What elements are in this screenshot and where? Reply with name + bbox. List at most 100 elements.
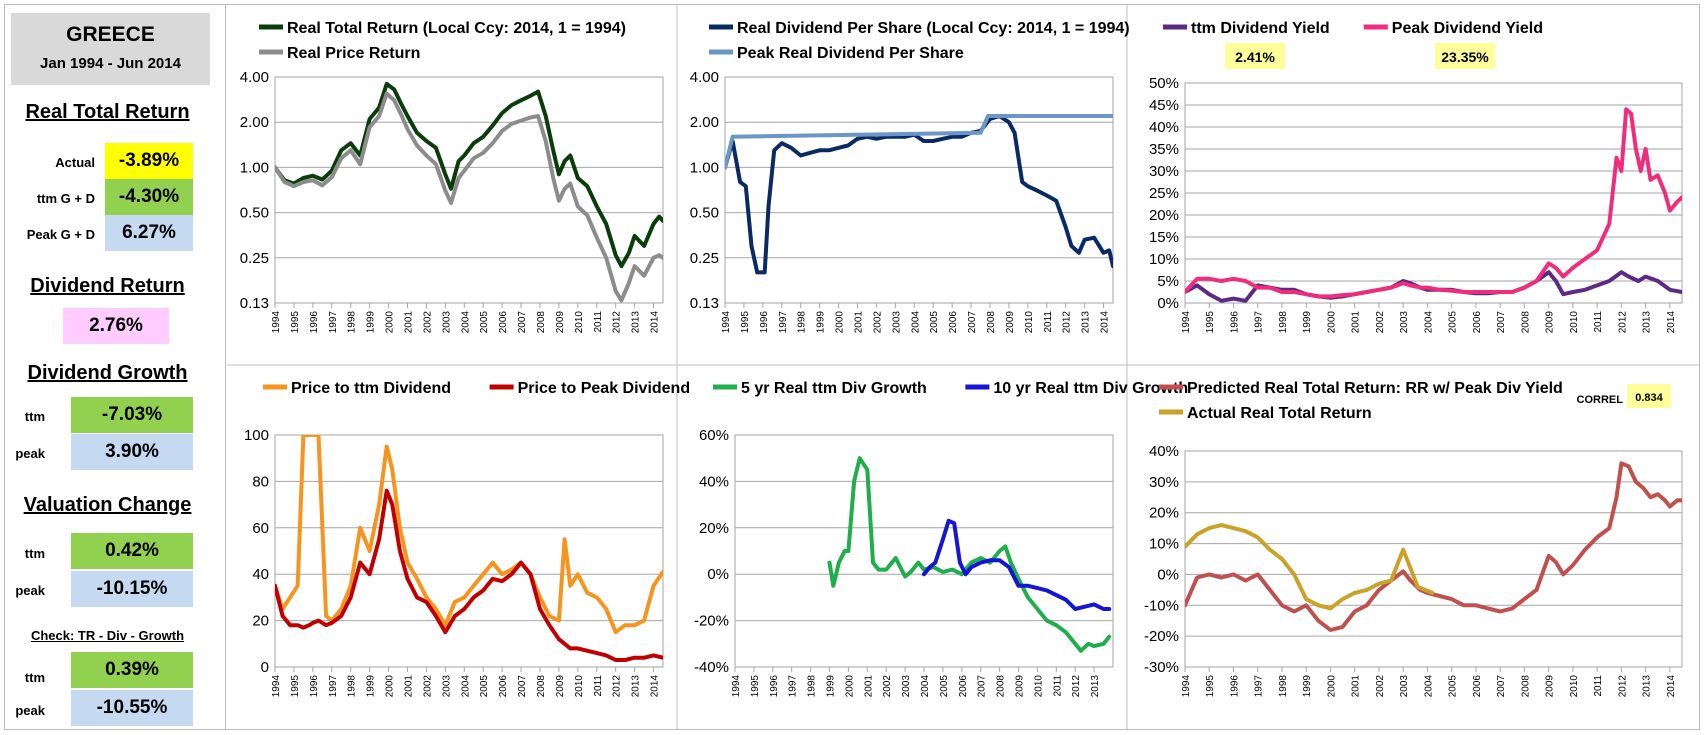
y-tick-label: 45% <box>1149 97 1179 114</box>
x-tick-label: 2011 <box>593 311 604 333</box>
y-tick-label: 4.00 <box>240 69 269 86</box>
x-tick-label: 2011 <box>1593 675 1604 697</box>
x-tick-label: 2010 <box>1024 311 1035 334</box>
x-tick-label: 2012 <box>1617 311 1628 334</box>
x-tick-label: 1999 <box>816 311 827 334</box>
legend-label: Price to ttm Dividend <box>291 380 451 397</box>
dividend-return-value: 2.76% <box>63 308 169 344</box>
x-tick-label: 2003 <box>1399 675 1410 698</box>
y-tick-label: 15% <box>1149 229 1179 246</box>
x-tick-label: 1994 <box>271 675 282 698</box>
yield-annotation-1: 2.41% <box>1225 43 1285 69</box>
check-ttm-value: 0.39% <box>71 652 193 688</box>
y-tick-label: -10% <box>1144 597 1179 614</box>
x-tick-label: 1995 <box>1205 675 1216 698</box>
legend-label: Actual Real Total Return <box>1187 405 1372 422</box>
y-tick-label: 0% <box>1157 566 1179 583</box>
x-tick-label: 1996 <box>1229 675 1240 698</box>
x-tick-label: 2013 <box>631 311 642 334</box>
x-tick-label: 1996 <box>309 311 320 334</box>
y-tick-label: -40% <box>694 659 729 676</box>
x-tick-label: 2005 <box>479 311 490 334</box>
y-tick-label: 0.50 <box>690 205 719 222</box>
x-tick-label: 2009 <box>1015 675 1026 698</box>
series-line-2 <box>725 114 1113 170</box>
y-tick-label: 40% <box>1149 443 1179 460</box>
x-tick-label: 1995 <box>1205 311 1216 334</box>
legend-item-1: Real Dividend Per Share (Local Ccy: 2014… <box>709 20 1130 37</box>
y-tick-label: 60% <box>699 427 729 444</box>
x-tick-label: 2010 <box>574 311 585 334</box>
x-tick-label: 2008 <box>1520 675 1531 698</box>
x-tick-label: 2002 <box>882 675 893 698</box>
x-tick-label: 2009 <box>1545 675 1556 698</box>
x-tick-label: 2010 <box>1569 311 1580 334</box>
x-tick-label: 2007 <box>967 311 978 334</box>
x-tick-label: 1996 <box>1229 311 1240 334</box>
correl-value: 0.834 <box>1635 392 1663 404</box>
legend-label: Real Dividend Per Share (Local Ccy: 2014… <box>737 20 1130 37</box>
series-line-1 <box>827 456 1112 653</box>
y-tick-label: 10% <box>1149 536 1179 553</box>
x-tick-label: 2012 <box>612 675 623 698</box>
legend-label: Predicted Real Total Return: RR w/ Peak … <box>1187 380 1563 397</box>
y-tick-label: 2.00 <box>690 114 719 131</box>
x-tick-label: 2002 <box>872 311 883 334</box>
valuation-change-heading: Valuation Change <box>23 494 192 516</box>
x-tick-label: 1999 <box>366 675 377 698</box>
legend-item-2: Peak Real Dividend Per Share <box>709 45 964 62</box>
check-ttm-label: ttm <box>24 670 45 685</box>
y-tick-label: 60 <box>252 520 269 537</box>
x-tick-label: 2010 <box>574 675 585 698</box>
x-tick-label: 2005 <box>1448 311 1459 334</box>
x-tick-label: 1999 <box>1302 311 1313 334</box>
x-tick-label: 2003 <box>441 675 452 698</box>
plot-area <box>1184 450 1683 668</box>
annotation-value: 23.35% <box>1441 49 1489 65</box>
legend-item-1: 5 yr Real ttm Div Growth <box>713 380 927 397</box>
x-tick-label: 2001 <box>853 311 864 334</box>
legend-label: Peak Real Dividend Per Share <box>737 45 964 62</box>
x-tick-label: 2005 <box>939 675 950 698</box>
x-tick-label: 2007 <box>517 675 528 698</box>
x-tick-label: 2000 <box>835 311 846 334</box>
x-tick-label: 2013 <box>1642 311 1653 334</box>
rtr-peak-value: 6.27% <box>105 215 193 251</box>
x-tick-label: 2002 <box>422 675 433 698</box>
x-tick-label: 2004 <box>460 675 471 698</box>
x-tick-label: 2001 <box>1351 675 1362 698</box>
x-tick-label: 2014 <box>650 311 661 334</box>
x-tick-label: 2004 <box>460 311 471 334</box>
y-tick-label: 0.25 <box>240 250 269 267</box>
y-tick-label: -30% <box>1144 659 1179 676</box>
x-tick-label: 2001 <box>1351 311 1362 334</box>
y-tick-label: 1.00 <box>240 159 269 176</box>
annotation-box <box>1225 43 1285 69</box>
x-tick-label: 2006 <box>958 675 969 698</box>
x-tick-label: 2006 <box>1472 311 1483 334</box>
series-line-2 <box>1185 523 1435 611</box>
y-tick-label: 40 <box>252 566 269 583</box>
x-tick-label: 2004 <box>1423 311 1434 334</box>
x-tick-label: 1997 <box>328 675 339 698</box>
x-tick-label: 2013 <box>1081 311 1092 334</box>
x-tick-label: 1994 <box>1181 675 1192 698</box>
x-tick-label: 2012 <box>612 311 623 334</box>
rtr-ttm-value: -4.30% <box>105 179 193 215</box>
x-tick-label: 1995 <box>290 675 301 698</box>
x-tick-label: 2002 <box>422 311 433 334</box>
x-tick-label: 2000 <box>1326 311 1337 334</box>
country-title: GREECE <box>66 23 155 46</box>
x-tick-label: 1998 <box>1278 311 1289 334</box>
x-tick-label: 2006 <box>1472 675 1483 698</box>
x-tick-label: 2000 <box>385 675 396 698</box>
chart-3: 0% 5% 10% 15% 20% 25% 30% 35% 40% 45% 50% 1994 1995 1… <box>1149 20 1683 334</box>
y-tick-label: 25% <box>1149 185 1179 202</box>
country-box: GREECE Jan 1994 - Jun 2014 <box>11 13 210 85</box>
legend-item-2: Price to Peak Dividend <box>489 380 690 397</box>
y-tick-label: 30% <box>1149 474 1179 491</box>
x-tick-label: 2003 <box>901 675 912 698</box>
vc-ttm-label: ttm <box>24 546 45 561</box>
x-tick-label: 2008 <box>986 311 997 334</box>
